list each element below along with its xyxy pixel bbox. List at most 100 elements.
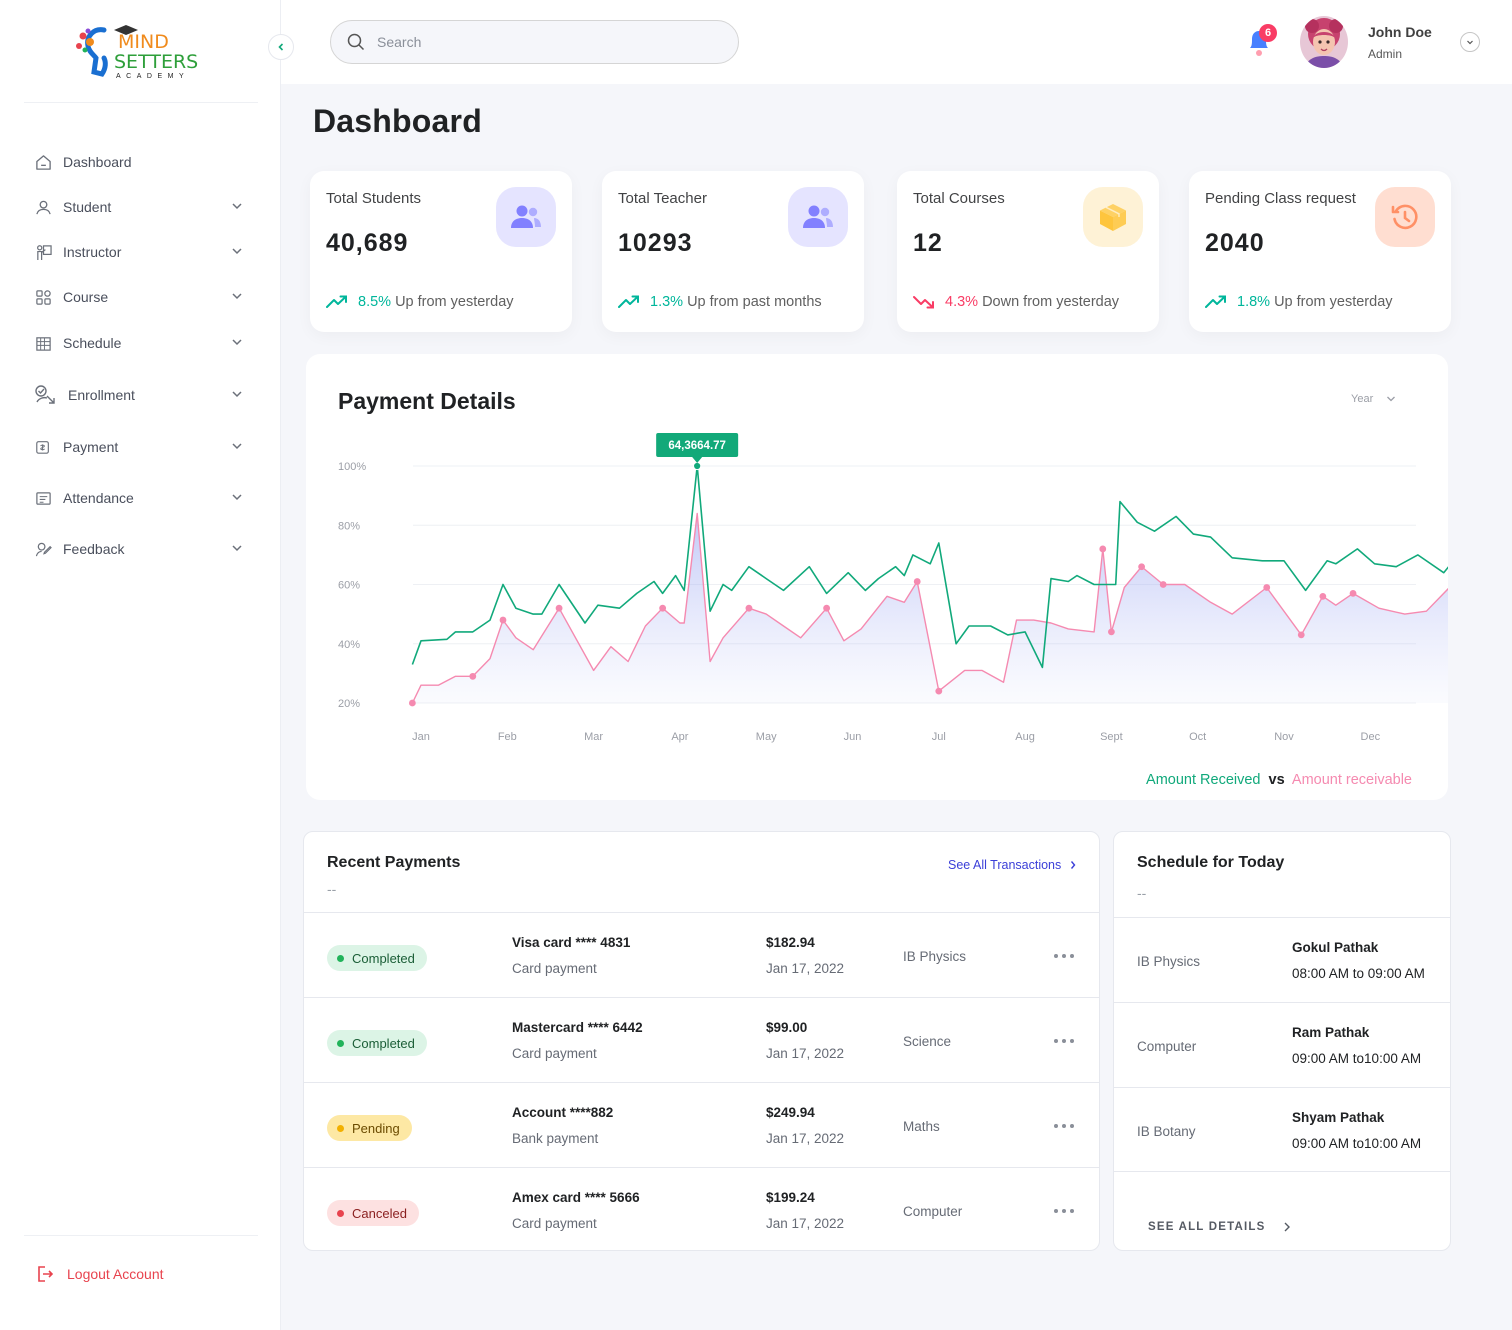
table-row[interactable]: Completed Mastercard **** 6442 Card paym…	[304, 997, 1099, 1082]
chevron-down-icon[interactable]	[230, 335, 244, 349]
schedule-row[interactable]: IB Physics Gokul Pathak 08:00 AM to 09:0…	[1114, 917, 1450, 1002]
stat-value: 10293	[618, 229, 693, 257]
sidebar-item-payment[interactable]: Payment	[34, 427, 248, 467]
sidebar-item-attendance[interactable]: Attendance	[34, 478, 248, 518]
collapse-sidebar-button[interactable]	[268, 34, 294, 60]
data-point-receivable	[913, 578, 921, 585]
recent-payments-subtitle: --	[327, 881, 337, 897]
data-point-receivable	[1349, 589, 1357, 597]
sidebar-item-dashboard[interactable]: Dashboard	[34, 142, 248, 182]
sidebar-item-instructor[interactable]: Instructor	[34, 232, 248, 272]
stat-label: Total Courses	[913, 190, 1005, 207]
payment-chart: 100% 80% 60% 40% 20% Jan Feb Mar Apr May Jun Jul Aug…	[338, 433, 1448, 743]
search-input[interactable]	[377, 34, 707, 50]
legend-received: Amount Received	[1146, 772, 1261, 788]
schedule-row[interactable]: Computer Ram Pathak 09:00 AM to10:00 AM	[1114, 1002, 1450, 1087]
logout-button[interactable]: Logout Account	[36, 1265, 164, 1283]
legend-receivable: Amount receivable	[1291, 772, 1412, 788]
trend-up-icon	[326, 295, 348, 309]
stat-trend: 1.3% Up from past months	[618, 294, 822, 310]
payment-details-card: Payment Details Year 100% 80% 60% 40% 20% Jan…	[306, 354, 1448, 800]
year-filter-dropdown[interactable]: Year	[1351, 393, 1397, 405]
payment-amount: $182.94	[766, 935, 815, 950]
schedule-time: 08:00 AM to 09:00 AM	[1292, 966, 1425, 981]
grid-icon	[34, 288, 52, 306]
trend-up-icon	[1205, 295, 1227, 309]
chevron-down-icon	[1467, 40, 1473, 45]
see-all-transactions-link[interactable]: See All Transactions	[948, 858, 1077, 872]
see-all-details-label: SEE ALL DETAILS	[1148, 1221, 1266, 1233]
status-badge: Completed	[327, 945, 427, 971]
search-icon	[347, 33, 365, 51]
chevron-down-icon[interactable]	[230, 289, 244, 303]
payment-type: Card payment	[512, 1046, 597, 1061]
stat-card[interactable]: Total Courses 12 4.3% Down from yesterda…	[897, 171, 1159, 332]
sidebar-item-label: Schedule	[63, 335, 122, 351]
chevron-down-icon[interactable]	[230, 439, 244, 453]
user-name: John Doe	[1368, 24, 1432, 40]
chevron-down-icon[interactable]	[230, 199, 244, 213]
sidebar-item-enrollment[interactable]: Enrollment	[34, 375, 248, 415]
stat-card[interactable]: Total Students 40,689 8.5% Up from yeste…	[310, 171, 572, 332]
table-row[interactable]: Pending Account ****882 Bank payment $24…	[304, 1082, 1099, 1167]
sidebar-item-schedule[interactable]: Schedule	[34, 323, 248, 363]
attendance-icon	[34, 489, 52, 507]
stat-card[interactable]: Total Teacher 10293 1.3% Up from past mo…	[602, 171, 864, 332]
schedule-teacher: Ram Pathak	[1292, 1025, 1370, 1040]
more-options-icon[interactable]	[1052, 1119, 1076, 1131]
sidebar-item-label: Payment	[63, 439, 119, 455]
stat-value: 40,689	[326, 229, 409, 257]
chevron-down-icon[interactable]	[230, 541, 244, 555]
table-row[interactable]: Canceled Amex card **** 5666 Card paymen…	[304, 1167, 1099, 1250]
stat-trend: 1.8% Up from yesterday	[1205, 294, 1393, 310]
chart-tooltip-label: 64,3664.77	[668, 440, 726, 452]
payment-date: Jan 17, 2022	[766, 1216, 845, 1231]
data-point-receivable	[745, 604, 753, 612]
receivable-area	[412, 513, 1448, 703]
x-tick-label: Sept	[1100, 731, 1123, 743]
brand-line1: MIND	[118, 31, 169, 53]
x-tick-label: Aug	[1015, 731, 1035, 743]
top-header: 6 John Doe Admin	[281, 0, 1512, 84]
see-all-label: See All Transactions	[948, 858, 1062, 872]
data-point-receivable	[659, 604, 667, 612]
stat-card[interactable]: Pending Class request 2040 1.8% Up from …	[1189, 171, 1451, 332]
sidebar-item-label: Student	[63, 199, 112, 215]
payment-type: Card payment	[512, 961, 597, 976]
x-tick-label: Feb	[498, 731, 517, 743]
search-bar[interactable]	[330, 20, 739, 64]
chevron-down-icon[interactable]	[230, 490, 244, 504]
status-badge: Canceled	[327, 1200, 419, 1226]
chevron-down-icon[interactable]	[230, 387, 244, 401]
user-menu-button[interactable]	[1460, 32, 1480, 52]
see-all-details-link[interactable]: SEE ALL DETAILS	[1148, 1221, 1291, 1233]
x-tick-label: Jun	[844, 731, 862, 743]
logo-divider	[24, 102, 258, 103]
more-options-icon[interactable]	[1052, 949, 1076, 961]
y-tick-label: 40%	[338, 639, 360, 651]
more-options-icon[interactable]	[1052, 1204, 1076, 1216]
schedule-subject: IB Physics	[1137, 954, 1201, 969]
table-row[interactable]: Completed Visa card **** 4831 Card payme…	[304, 912, 1099, 997]
data-point-receivable	[1319, 592, 1327, 600]
payment-method: Visa card **** 4831	[512, 935, 631, 950]
stat-trend-text: Up from past months	[687, 294, 822, 310]
sidebar-item-course[interactable]: Course	[34, 277, 248, 317]
chevron-down-icon[interactable]	[230, 244, 244, 258]
payment-subject: Science	[903, 1034, 952, 1049]
schedule-row[interactable]: IB Botany Shyam Pathak 09:00 AM to10:00 …	[1114, 1087, 1450, 1172]
recent-payments-panel: Recent Payments -- See All Transactions …	[303, 831, 1100, 1251]
schedule-teacher: Shyam Pathak	[1292, 1110, 1385, 1125]
more-options-icon[interactable]	[1052, 1034, 1076, 1046]
brand-logo[interactable]: MIND SETTERS ACADEMY	[74, 22, 214, 84]
sidebar-item-student[interactable]: Student	[34, 187, 248, 227]
avatar[interactable]	[1300, 16, 1348, 68]
series-line-received	[411, 465, 1448, 669]
payment-type: Bank payment	[512, 1131, 599, 1146]
sidebar-item-feedback[interactable]: Feedback	[34, 529, 248, 569]
year-filter-label: Year	[1351, 393, 1374, 405]
data-point-receivable	[935, 687, 943, 695]
x-tick-label: Mar	[584, 731, 603, 743]
payment-method: Amex card **** 5666	[512, 1190, 640, 1205]
schedule-title: Schedule for Today	[1137, 854, 1285, 871]
